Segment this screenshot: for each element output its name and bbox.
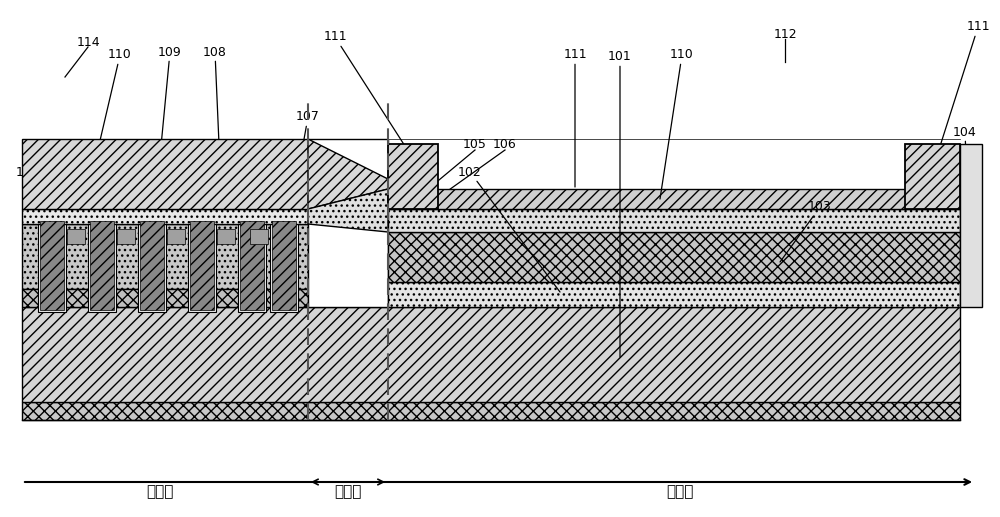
- Bar: [22, 139, 308, 209]
- Bar: [238, 219, 266, 312]
- Text: 101: 101: [608, 51, 632, 357]
- Text: 103: 103: [780, 201, 832, 262]
- Text: 有源区: 有源区: [146, 484, 174, 499]
- Text: 110: 110: [95, 49, 132, 162]
- Text: 111: 111: [935, 21, 990, 162]
- Text: 105: 105: [463, 138, 487, 150]
- Bar: [117, 229, 135, 244]
- Text: 106: 106: [43, 165, 67, 178]
- Bar: [138, 219, 166, 312]
- Text: 终端区: 终端区: [666, 484, 694, 499]
- Bar: [250, 229, 268, 244]
- Text: 108: 108: [203, 45, 227, 167]
- Polygon shape: [308, 139, 388, 209]
- Bar: [88, 219, 116, 312]
- Bar: [22, 402, 960, 420]
- Text: 114: 114: [76, 36, 100, 49]
- Bar: [388, 209, 960, 232]
- Bar: [388, 144, 438, 209]
- Polygon shape: [308, 189, 388, 232]
- Text: 110: 110: [660, 49, 694, 199]
- Text: 过渡区: 过渡区: [334, 484, 362, 499]
- Bar: [388, 189, 960, 209]
- Bar: [960, 144, 982, 307]
- Bar: [270, 219, 298, 312]
- Bar: [272, 221, 296, 310]
- Bar: [190, 221, 214, 310]
- Bar: [22, 307, 960, 402]
- Text: 109: 109: [155, 45, 182, 209]
- Bar: [22, 289, 308, 307]
- Text: 111: 111: [563, 49, 587, 187]
- Bar: [188, 219, 216, 312]
- Bar: [22, 224, 308, 289]
- Bar: [40, 221, 64, 310]
- Bar: [388, 232, 960, 282]
- Text: 106: 106: [493, 138, 517, 150]
- Bar: [38, 219, 66, 312]
- Bar: [90, 221, 114, 310]
- Text: 107: 107: [290, 111, 320, 217]
- Bar: [167, 229, 185, 244]
- Text: 102: 102: [458, 165, 560, 292]
- Bar: [388, 282, 960, 307]
- Bar: [140, 221, 164, 310]
- Text: 104: 104: [953, 126, 977, 277]
- Text: 105: 105: [16, 165, 40, 178]
- Bar: [22, 209, 308, 224]
- Bar: [308, 139, 388, 307]
- Bar: [905, 144, 960, 209]
- Text: 112: 112: [773, 27, 797, 40]
- Text: 111: 111: [323, 31, 412, 157]
- Bar: [217, 229, 235, 244]
- Bar: [240, 221, 264, 310]
- Bar: [67, 229, 85, 244]
